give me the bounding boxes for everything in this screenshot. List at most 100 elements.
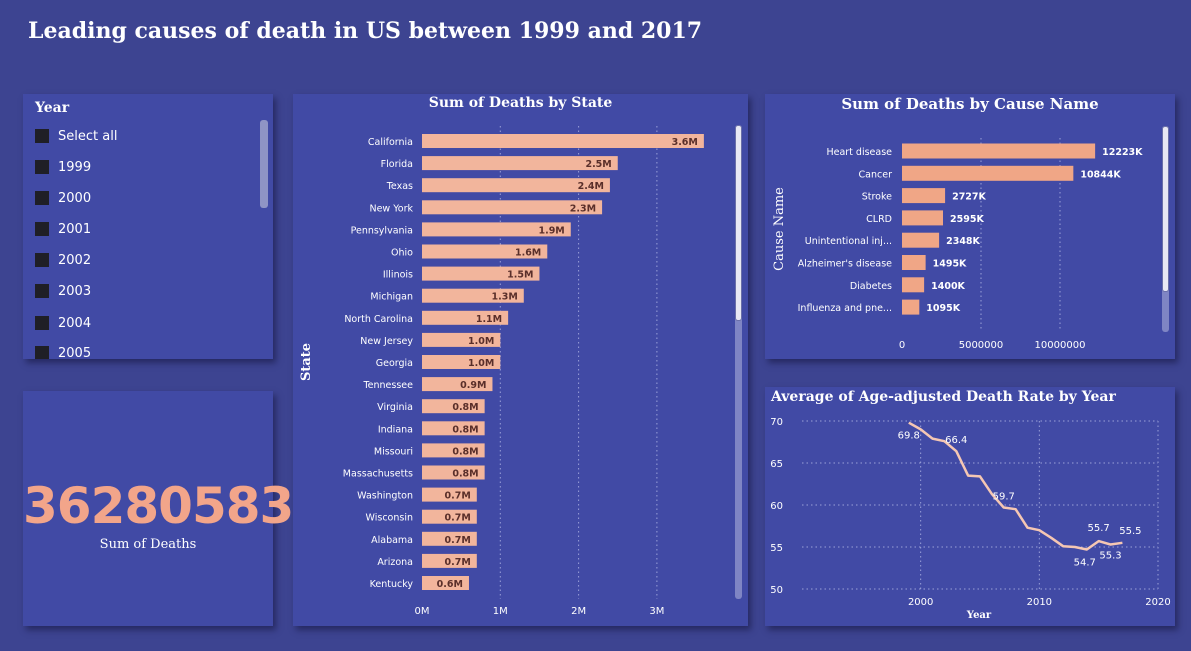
line-x-tick-label: 2020 <box>1145 597 1170 608</box>
state-data-label: 2.4M <box>578 181 604 192</box>
cause-category-label: CLRD <box>866 214 892 225</box>
checkbox-icon[interactable] <box>35 253 49 267</box>
cause-category-label: Alzheimer's disease <box>798 259 892 270</box>
year-slicer: Year Select all 1999 2000 2001 2002 2003… <box>23 94 273 359</box>
state-category-label: Michigan <box>370 292 413 303</box>
state-bar <box>422 421 485 436</box>
state-bar <box>422 399 485 414</box>
state-data-label: 0.8M <box>452 424 478 435</box>
cause-chart-scrollbar[interactable] <box>1162 126 1169 292</box>
slicer-item-2002[interactable]: 2002 <box>35 250 91 270</box>
state-chart-card: Sum of Deaths by State 0M 1M 2M 3M State Cali… <box>293 94 748 626</box>
checkbox-icon[interactable] <box>35 284 49 298</box>
checkbox-icon[interactable] <box>35 346 49 359</box>
line-point-label: 54.7 <box>1074 558 1096 569</box>
state-category-label: North Carolina <box>344 314 413 325</box>
state-bar <box>422 553 477 568</box>
line-y-tick-label: 50 <box>770 585 783 596</box>
state-bar <box>422 332 501 347</box>
cause-x-tick-label: 0 <box>899 340 905 351</box>
state-data-label: 0.7M <box>445 557 471 568</box>
line-point-label: 55.7 <box>1088 523 1110 534</box>
state-category-label: Tennessee <box>362 380 413 391</box>
cause-category-label: Heart disease <box>826 147 892 158</box>
cause-bar <box>902 255 926 270</box>
state-data-label: 0.7M <box>445 513 471 524</box>
state-bar <box>422 465 485 480</box>
slicer-item-select-all[interactable]: Select all <box>35 126 117 146</box>
state-data-label: 1.1M <box>476 314 502 325</box>
line-point-label: 69.8 <box>898 431 920 442</box>
state-category-label: Illinois <box>383 270 413 281</box>
cause-category-label: Unintentional inj... <box>805 236 892 247</box>
state-bar <box>422 178 610 193</box>
cause-x-tick-label: 10000000 <box>1035 340 1086 351</box>
state-category-label: Massachusetts <box>343 469 413 480</box>
state-bar <box>422 288 524 303</box>
state-category-label: Indiana <box>378 424 413 435</box>
line-point-label: 66.4 <box>945 435 967 446</box>
checkbox-icon[interactable] <box>35 191 49 205</box>
slicer-scrollbar[interactable] <box>260 120 268 208</box>
state-chart: 0M 1M 2M 3M State California 3.6M Florida 2.5M Te… <box>299 126 704 617</box>
line-y-tick-label: 70 <box>770 417 783 428</box>
state-bar <box>422 156 618 171</box>
state-data-label: 0.8M <box>452 446 478 457</box>
state-category-label: California <box>368 137 413 148</box>
state-bar <box>422 222 571 237</box>
state-category-label: New York <box>369 203 413 214</box>
state-bar <box>422 244 548 259</box>
cause-data-label: 1095K <box>926 303 960 314</box>
slicer-item-2003[interactable]: 2003 <box>35 281 91 301</box>
line-point-label: 59.7 <box>993 492 1015 503</box>
slicer-item-1999[interactable]: 1999 <box>35 157 91 177</box>
state-data-label: 2.3M <box>570 203 596 214</box>
cause-category-label: Stroke <box>862 192 892 203</box>
state-category-label: Alabama <box>371 535 413 546</box>
slicer-item-2001[interactable]: 2001 <box>35 219 91 239</box>
line-y-tick-label: 55 <box>770 543 783 554</box>
state-data-label: 3.6M <box>672 137 698 148</box>
cause-category-label: Cancer <box>859 169 893 180</box>
state-bar <box>422 509 477 524</box>
state-category-label: Virginia <box>377 402 413 413</box>
cause-bar <box>902 165 1074 181</box>
state-category-label: Washington <box>357 491 413 502</box>
line-point-label: 55.5 <box>1119 526 1141 537</box>
page-title: Leading causes of death in US between 19… <box>28 18 703 44</box>
state-x-tick-label: 0M <box>415 606 430 617</box>
state-category-label: Arizona <box>377 557 413 568</box>
state-bar <box>422 266 540 281</box>
state-bar <box>422 487 477 502</box>
state-category-label: Georgia <box>376 358 413 369</box>
cause-chart-title: Sum of Deaths by Cause Name <box>841 95 1099 113</box>
slicer-item-2005[interactable]: 2005 <box>35 343 91 359</box>
cause-bar <box>902 210 944 226</box>
line-x-tick-label: 2010 <box>1027 597 1052 608</box>
slicer-item-2000[interactable]: 2000 <box>35 188 91 208</box>
state-bar <box>422 310 509 325</box>
state-data-label: 0.7M <box>445 491 471 502</box>
slicer-item-2004[interactable]: 2004 <box>35 313 91 333</box>
cause-data-label: 2348K <box>946 236 980 247</box>
state-x-tick-label: 2M <box>571 606 586 617</box>
state-chart-scroll-track[interactable] <box>735 125 742 599</box>
checkbox-icon[interactable] <box>35 222 49 236</box>
state-data-label: 1.0M <box>468 358 494 369</box>
checkbox-icon[interactable] <box>35 129 49 143</box>
state-bar <box>422 355 501 369</box>
state-data-label: 0.9M <box>460 380 486 391</box>
checkbox-icon[interactable] <box>35 160 49 174</box>
state-bar <box>422 443 485 458</box>
state-chart-scrollbar[interactable] <box>735 125 742 321</box>
kpi-card: 36280583 Sum of Deaths <box>23 391 294 626</box>
state-bar <box>422 576 469 590</box>
state-category-label: Kentucky <box>370 579 414 590</box>
cause-data-label: 1400K <box>931 281 965 292</box>
line-point-label: 55.3 <box>1099 550 1121 561</box>
checkbox-icon[interactable] <box>35 316 49 330</box>
state-data-label: 0.8M <box>452 469 478 480</box>
state-category-label: Florida <box>381 159 413 170</box>
state-data-label: 2.5M <box>585 159 611 170</box>
state-category-label: Missouri <box>374 446 413 457</box>
